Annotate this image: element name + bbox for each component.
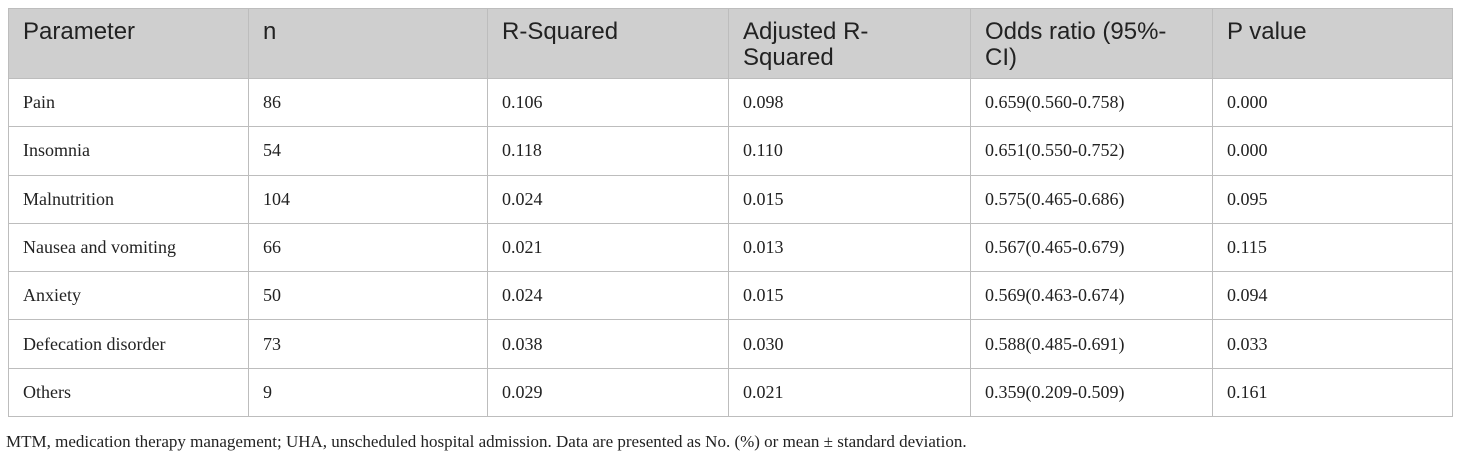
- header-odds-ratio: Odds ratio (95%-CI): [970, 8, 1213, 79]
- cell-n: 86: [248, 77, 488, 128]
- cell-odds-ratio: 0.359(0.209-0.509): [970, 367, 1213, 418]
- table-body: Pain 86 0.106 0.098 0.659(0.560-0.758) 0…: [8, 77, 1453, 418]
- header-adjusted-r-squared: Adjusted R-Squared: [728, 8, 971, 79]
- cell-parameter: Malnutrition: [8, 174, 249, 224]
- cell-r-squared: 0.024: [487, 271, 729, 321]
- table-footnote: MTM, medication therapy management; UHA,…: [6, 432, 967, 451]
- cell-parameter: Insomnia: [8, 126, 249, 176]
- table-row: Pain 86 0.106 0.098 0.659(0.560-0.758) 0…: [8, 77, 1453, 128]
- cell-r-squared: 0.038: [487, 319, 729, 369]
- cell-p-value: 0.033: [1212, 319, 1453, 369]
- cell-n: 50: [248, 271, 488, 321]
- cell-adjusted-r-squared: 0.030: [728, 319, 971, 369]
- cell-p-value: 0.094: [1212, 271, 1453, 321]
- cell-n: 9: [248, 367, 488, 418]
- cell-parameter: Defecation disorder: [8, 319, 249, 369]
- cell-p-value: 0.000: [1212, 77, 1453, 128]
- cell-n: 73: [248, 319, 488, 369]
- cell-odds-ratio: 0.567(0.465-0.679): [970, 222, 1213, 273]
- header-r-squared: R-Squared: [487, 8, 729, 79]
- cell-adjusted-r-squared: 0.098: [728, 77, 971, 128]
- cell-odds-ratio: 0.659(0.560-0.758): [970, 77, 1213, 128]
- cell-odds-ratio: 0.588(0.485-0.691): [970, 319, 1213, 369]
- cell-adjusted-r-squared: 0.015: [728, 271, 971, 321]
- table-row: Malnutrition 104 0.024 0.015 0.575(0.465…: [8, 174, 1453, 224]
- cell-r-squared: 0.021: [487, 222, 729, 273]
- cell-parameter: Others: [8, 367, 249, 418]
- cell-n: 66: [248, 222, 488, 273]
- cell-r-squared: 0.024: [487, 174, 729, 224]
- cell-odds-ratio: 0.651(0.550-0.752): [970, 126, 1213, 176]
- cell-odds-ratio: 0.569(0.463-0.674): [970, 271, 1213, 321]
- header-n: n: [248, 8, 488, 79]
- cell-parameter: Anxiety: [8, 271, 249, 321]
- cell-p-value: 0.000: [1212, 126, 1453, 176]
- cell-adjusted-r-squared: 0.110: [728, 126, 971, 176]
- cell-r-squared: 0.118: [487, 126, 729, 176]
- cell-p-value: 0.161: [1212, 367, 1453, 418]
- cell-n: 54: [248, 126, 488, 176]
- table-row: Defecation disorder 73 0.038 0.030 0.588…: [8, 319, 1453, 369]
- cell-odds-ratio: 0.575(0.465-0.686): [970, 174, 1213, 224]
- cell-adjusted-r-squared: 0.013: [728, 222, 971, 273]
- cell-r-squared: 0.029: [487, 367, 729, 418]
- table-row: Insomnia 54 0.118 0.110 0.651(0.550-0.75…: [8, 126, 1453, 176]
- cell-parameter: Nausea and vomiting: [8, 222, 249, 273]
- cell-r-squared: 0.106: [487, 77, 729, 128]
- table-row: Anxiety 50 0.024 0.015 0.569(0.463-0.674…: [8, 271, 1453, 321]
- cell-p-value: 0.095: [1212, 174, 1453, 224]
- cell-adjusted-r-squared: 0.015: [728, 174, 971, 224]
- table-row: Others 9 0.029 0.021 0.359(0.209-0.509) …: [8, 367, 1453, 418]
- header-row: Parameter n R-Squared Adjusted R-Squared…: [8, 8, 1453, 79]
- table-row: Nausea and vomiting 66 0.021 0.013 0.567…: [8, 222, 1453, 273]
- header-parameter: Parameter: [8, 8, 249, 79]
- header-p-value: P value: [1212, 8, 1453, 79]
- table-header: Parameter n R-Squared Adjusted R-Squared…: [8, 8, 1453, 79]
- cell-p-value: 0.115: [1212, 222, 1453, 273]
- cell-parameter: Pain: [8, 77, 249, 128]
- regression-table: Parameter n R-Squared Adjusted R-Squared…: [8, 8, 1453, 418]
- cell-n: 104: [248, 174, 488, 224]
- regression-table-container: Parameter n R-Squared Adjusted R-Squared…: [8, 8, 1453, 418]
- cell-adjusted-r-squared: 0.021: [728, 367, 971, 418]
